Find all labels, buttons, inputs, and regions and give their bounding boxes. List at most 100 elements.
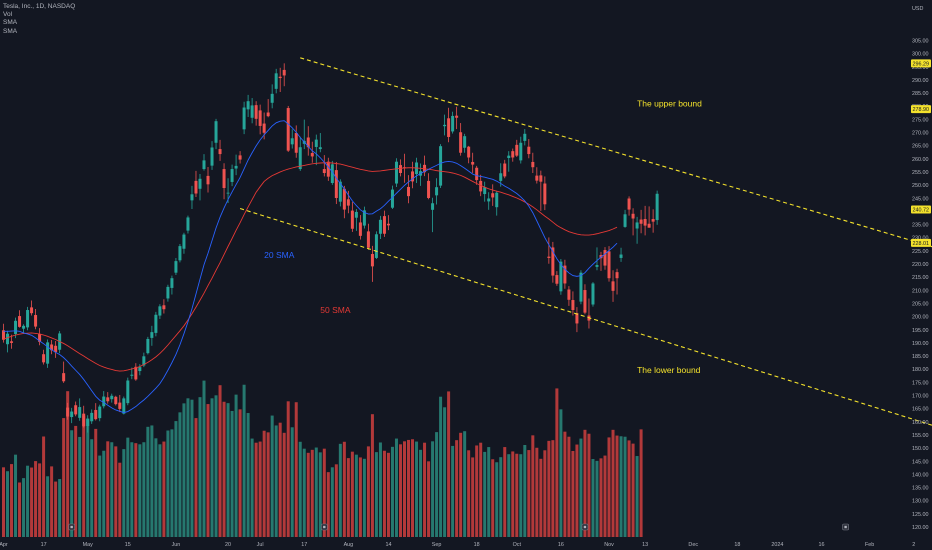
annotation-text[interactable]: 20 SMA xyxy=(264,250,295,260)
candle xyxy=(66,402,70,420)
upper-channel-line[interactable] xyxy=(300,57,932,248)
volume-bar xyxy=(595,460,599,537)
volume-bar xyxy=(599,458,603,537)
candle xyxy=(178,244,182,263)
candle xyxy=(631,208,635,236)
volume-bar xyxy=(439,396,443,537)
candle xyxy=(190,185,194,210)
volume-bar xyxy=(90,439,94,537)
candle xyxy=(455,106,459,130)
candle xyxy=(30,300,34,316)
volume-bar xyxy=(354,454,358,537)
time-tick-label: 20 xyxy=(225,542,231,548)
price-tick-label: 175.00 xyxy=(912,380,929,386)
volume-bar xyxy=(330,467,334,537)
event-markers[interactable] xyxy=(68,523,849,531)
volume-bar xyxy=(114,446,118,537)
candle xyxy=(174,257,178,276)
candle xyxy=(134,363,138,381)
volume-bar xyxy=(322,448,326,537)
candle xyxy=(531,152,535,173)
candle xyxy=(230,164,234,187)
legend-symbol-title[interactable]: Tesla, Inc., 1D, NASDAQ xyxy=(3,3,76,10)
candle xyxy=(378,215,382,240)
volume-bar xyxy=(519,454,523,537)
candle xyxy=(310,141,314,163)
candle xyxy=(543,176,547,211)
candle xyxy=(74,401,78,417)
candle xyxy=(370,245,374,282)
volume-bar xyxy=(350,451,354,537)
price-tick-label: 130.00 xyxy=(912,499,929,505)
volume-bar xyxy=(170,429,174,537)
candle xyxy=(595,247,599,271)
volume-bar xyxy=(302,448,306,537)
annotations: The upper bound The lower bound 20 SMA 50 S… xyxy=(264,99,702,375)
volume-bar xyxy=(246,413,250,537)
legend-sma-1[interactable]: SMA xyxy=(3,19,18,27)
volume-bar xyxy=(278,422,282,537)
candle xyxy=(282,63,286,87)
volume-bar xyxy=(74,425,78,537)
candle xyxy=(166,284,170,302)
volume-bar xyxy=(222,401,226,537)
annotation-text[interactable]: 50 SMA xyxy=(320,305,351,315)
volume-bar xyxy=(435,432,439,537)
volume-bar xyxy=(318,452,322,537)
price-tick-label: 275.00 xyxy=(912,117,929,123)
price-tick-label: 230.00 xyxy=(912,236,929,242)
price-tick-label: 245.00 xyxy=(912,196,929,202)
candle xyxy=(611,270,615,302)
volume-bar xyxy=(106,441,110,537)
price-tags: 296.29 278.90 240.72 228.01 xyxy=(911,59,931,247)
candle xyxy=(463,133,467,153)
price-axis[interactable]: USD305.00300.00295.00290.00285.00280.002… xyxy=(912,6,929,531)
volume-bar xyxy=(587,433,591,537)
price-tick-label: 225.00 xyxy=(912,249,929,255)
event-marker-icon[interactable] xyxy=(68,523,75,531)
volume-bar xyxy=(262,430,266,537)
volume-bar xyxy=(455,440,459,537)
candle xyxy=(114,395,118,406)
candle xyxy=(362,206,366,229)
candle xyxy=(330,160,334,185)
annotation-text[interactable]: The lower bound xyxy=(637,365,701,375)
svg-text:228.01: 228.01 xyxy=(913,241,930,247)
candle xyxy=(619,247,623,262)
lower-channel-line[interactable] xyxy=(239,207,932,426)
candle xyxy=(182,232,186,254)
volume-bar xyxy=(162,441,166,537)
candle xyxy=(246,94,250,117)
candle xyxy=(411,161,415,189)
volume-bar xyxy=(527,450,531,537)
volume-bar xyxy=(86,418,90,537)
candle xyxy=(298,136,302,171)
candle xyxy=(503,159,507,179)
volume-bar xyxy=(539,458,543,537)
candle xyxy=(38,328,42,346)
candle xyxy=(194,170,198,197)
time-axis[interactable]: Apr 17 May 15 Jun 20 Jul 17 Aug 14 Sep 18 Oct 16 Nov 13… xyxy=(0,542,915,548)
channel-lines[interactable] xyxy=(239,57,932,426)
event-marker-icon[interactable] xyxy=(320,523,328,531)
candle xyxy=(427,173,431,200)
annotation-text[interactable]: The upper bound xyxy=(637,99,702,109)
candle xyxy=(350,201,354,232)
candle xyxy=(354,209,358,231)
candle xyxy=(439,144,443,188)
volume-bar xyxy=(110,442,114,537)
volume-bar xyxy=(282,432,286,537)
legend-volume[interactable]: Vol xyxy=(3,11,13,19)
volume-bar xyxy=(314,447,318,537)
volume-bar xyxy=(611,429,615,537)
time-tick-label: 2024 xyxy=(771,542,783,548)
time-tick-label: Nov xyxy=(604,542,614,548)
volume-bar xyxy=(310,449,314,537)
volume-bar xyxy=(270,415,274,537)
event-marker-icon[interactable] xyxy=(581,523,589,531)
legend-sma-2[interactable]: SMA xyxy=(3,27,18,35)
event-marker-icon[interactable] xyxy=(842,523,849,531)
volume-bar xyxy=(258,441,262,537)
volume-bar xyxy=(370,414,374,537)
